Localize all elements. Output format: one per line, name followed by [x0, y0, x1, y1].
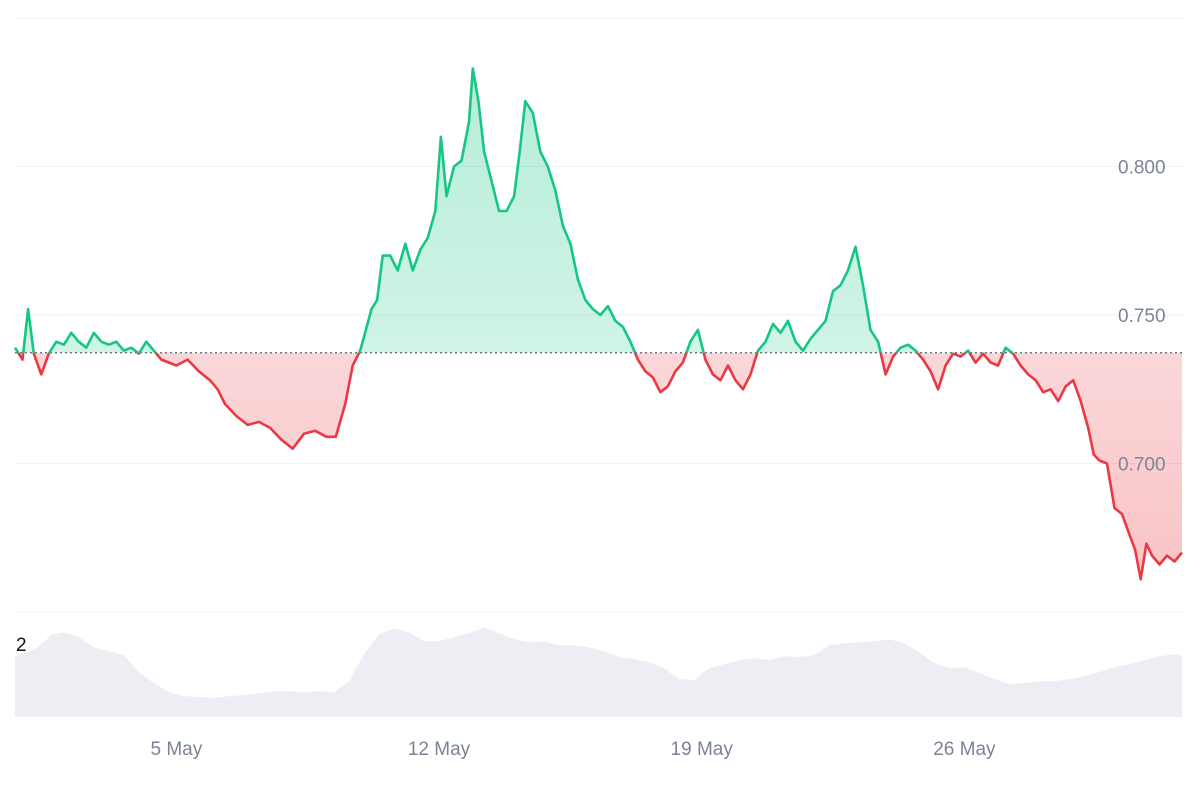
y-tick-label: 0.750: [1118, 306, 1166, 327]
volume-axis-label: 2: [16, 635, 27, 656]
x-tick-label: 19 May: [671, 739, 734, 760]
y-tick-label: 0.700: [1118, 455, 1166, 476]
x-axis-ticks: 5 May 12 May 19 May 26 May: [150, 739, 996, 760]
price-line-below: [16, 352, 1183, 581]
price-line-above: [13, 67, 1015, 353]
area-below-baseline: [18, 352, 1182, 580]
x-tick-label: 26 May: [933, 739, 996, 760]
volume-area: [15, 627, 1182, 717]
area-above-baseline: [15, 68, 1182, 353]
price-line: [13, 67, 1183, 581]
price-area-fill: [15, 68, 1182, 580]
y-tick-label: 0.800: [1118, 158, 1166, 179]
x-tick-label: 12 May: [408, 739, 471, 760]
x-tick-label: 5 May: [150, 739, 202, 760]
volume-shape: [15, 627, 1182, 717]
y-axis-ticks: 0.800 0.750 0.700: [1118, 158, 1166, 476]
